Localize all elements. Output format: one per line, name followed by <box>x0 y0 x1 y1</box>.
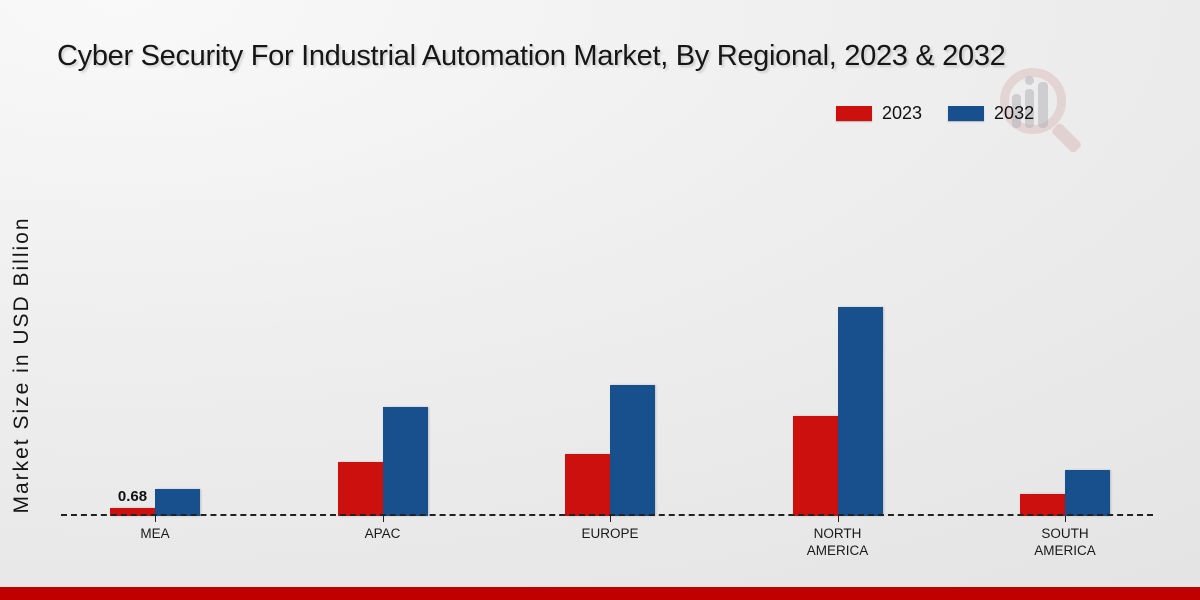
magnifier-ring-icon <box>1000 68 1066 134</box>
mrfr-logo-watermark <box>998 62 1098 162</box>
logo-bar-icon <box>1025 89 1034 128</box>
bar-2023-apac <box>337 462 383 516</box>
legend-swatch-2023 <box>836 106 872 121</box>
legend-item-2023: 2023 <box>836 103 922 124</box>
legend-label-2023: 2023 <box>882 103 923 123</box>
category-label-south-america: SOUTH AMERICA <box>1034 526 1096 558</box>
x-axis-tick-south-america <box>1065 516 1066 522</box>
category-label-apac: APAC <box>364 526 401 541</box>
x-axis-tick-europe <box>610 516 611 522</box>
bar-2032-south-america <box>1065 469 1110 516</box>
category-label-north-america: NORTH AMERICA <box>806 526 869 558</box>
legend-swatch-2032 <box>948 106 985 121</box>
legend-item-2032: 2032 <box>948 103 1034 124</box>
category-label-mea: MEA <box>140 526 170 541</box>
chart-title: Cyber Security For Industrial Automation… <box>57 40 1006 72</box>
x-axis-tick-north-america <box>837 516 839 522</box>
logo-dot-icon <box>1025 76 1034 85</box>
category-label-europe: EUROPE <box>581 526 639 541</box>
x-axis-baseline <box>61 514 1153 516</box>
bar-2023-north-america <box>792 416 838 516</box>
bar-2032-europe <box>610 384 655 516</box>
bar-2023-mea <box>110 507 155 516</box>
bar-2032-apac <box>382 407 428 516</box>
legend: 2023 2032 <box>836 103 1034 124</box>
legend-label-2032: 2032 <box>994 103 1035 123</box>
bar-2032-mea <box>155 488 200 516</box>
footer-accent-strip <box>0 587 1200 600</box>
y-axis-label: Market Size in USD Billion <box>10 216 33 514</box>
bar-2023-europe <box>565 453 610 516</box>
x-axis-tick-mea <box>155 516 156 522</box>
bar-2032-north-america <box>837 307 883 516</box>
logo-bar-icon <box>1012 94 1021 128</box>
bar-2023-south-america <box>1020 493 1065 516</box>
logo-bar-icon <box>1038 82 1048 128</box>
data-label-mea-2023: 0.68 <box>117 487 148 505</box>
x-axis-tick-apac <box>382 516 384 522</box>
